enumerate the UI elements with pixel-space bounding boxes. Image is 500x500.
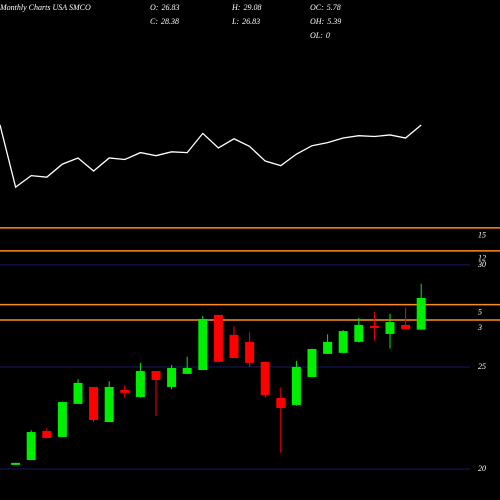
candle-body (11, 462, 21, 465)
y2-tick-label: 12 (478, 254, 486, 263)
indicator-line (0, 124, 422, 189)
candle-body (229, 334, 239, 358)
candle-body (182, 367, 192, 374)
candle-body (369, 325, 379, 328)
candle-body (89, 386, 99, 421)
candle-body (307, 349, 317, 377)
candle-body (323, 341, 333, 354)
candle-body (385, 322, 395, 334)
candle-body (245, 341, 255, 363)
candle-body (260, 361, 270, 395)
y-tick-label: 20 (478, 464, 486, 473)
candle-body (401, 324, 411, 330)
candle-body (57, 402, 67, 437)
candle-body (26, 432, 36, 461)
candle-body (338, 331, 348, 353)
candle-body (276, 397, 286, 408)
candle-body (291, 366, 301, 405)
info-value: 5.39 (327, 17, 341, 26)
candle-body (354, 324, 364, 342)
candle-body (120, 390, 130, 393)
info-label: H: (231, 3, 241, 12)
candle-body (135, 371, 145, 397)
info-value: 26.83 (242, 17, 260, 26)
y-tick-label: 30 (477, 260, 486, 269)
candle-body (416, 297, 426, 330)
y-tick-label: 25 (478, 362, 486, 371)
y2-tick-label: 5 (478, 307, 482, 316)
candle-body (198, 319, 208, 371)
candle-body (104, 386, 114, 423)
candle-body (73, 382, 83, 404)
chart-title: Monthly Charts USA SMCO (0, 3, 91, 12)
candle-body (42, 431, 52, 438)
info-label: L: (231, 17, 239, 26)
info-label: O: (150, 3, 159, 12)
candle-body (213, 314, 223, 362)
info-label: OH: (310, 17, 325, 26)
info-label: OL: (310, 31, 323, 40)
info-label: OC: (310, 3, 324, 12)
info-value: 26.83 (161, 3, 179, 12)
info-value: 28.38 (161, 17, 179, 26)
info-value: 5.78 (327, 3, 341, 12)
info-value: 0 (326, 31, 330, 40)
candle-body (167, 367, 177, 387)
y2-tick-label: 15 (478, 231, 486, 240)
info-value: 29.08 (243, 3, 261, 12)
y2-tick-label: 3 (477, 323, 482, 332)
candle-body (151, 371, 161, 381)
info-label: C: (150, 17, 158, 26)
